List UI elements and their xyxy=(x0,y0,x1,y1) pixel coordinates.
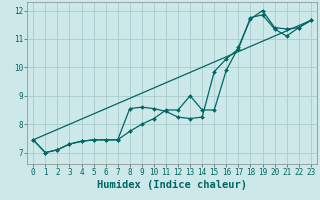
X-axis label: Humidex (Indice chaleur): Humidex (Indice chaleur) xyxy=(97,180,247,190)
